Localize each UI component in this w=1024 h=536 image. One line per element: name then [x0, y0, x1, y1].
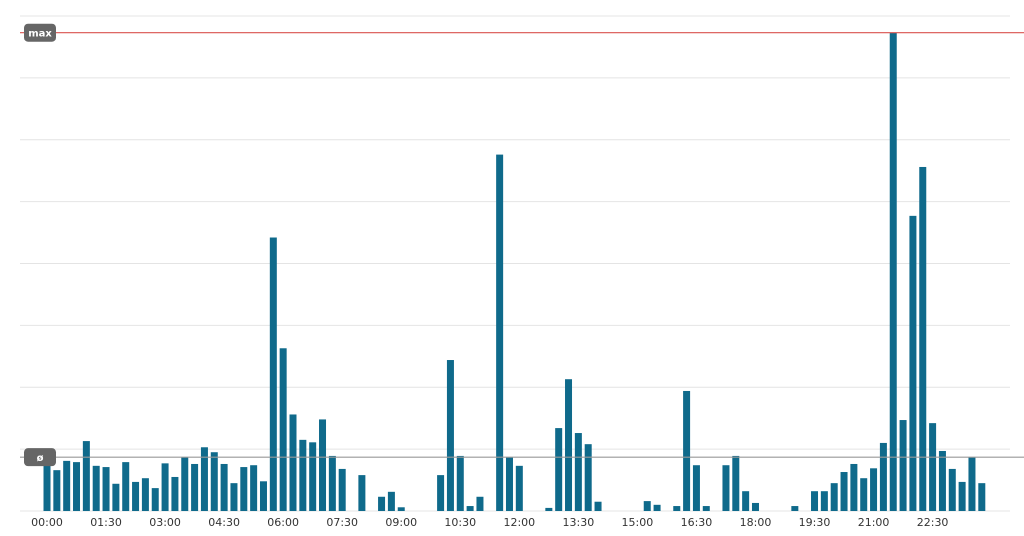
x-tick-label: 03:00 — [149, 516, 181, 529]
x-tick-label: 22:30 — [917, 516, 949, 529]
x-tick-label: 13:30 — [563, 516, 595, 529]
bar — [200, 447, 208, 511]
bar — [574, 433, 582, 511]
bar — [683, 390, 691, 511]
bar — [673, 506, 681, 511]
bar — [811, 491, 819, 511]
bar — [82, 441, 90, 511]
bar — [702, 506, 710, 511]
bar — [466, 506, 474, 511]
bar — [437, 475, 445, 511]
x-tick-label: 18:00 — [740, 516, 772, 529]
bar — [43, 462, 51, 511]
bar — [279, 348, 287, 511]
x-tick-label: 12:00 — [503, 516, 535, 529]
bar — [102, 467, 110, 511]
bar — [161, 463, 169, 511]
bar — [319, 419, 327, 511]
bar — [259, 481, 267, 511]
bar — [840, 472, 848, 511]
bar — [958, 481, 966, 511]
bar — [742, 491, 750, 511]
x-tick-label: 10:30 — [444, 516, 476, 529]
bar — [220, 463, 228, 511]
bar — [250, 465, 258, 511]
bar — [141, 478, 149, 511]
bar — [830, 483, 838, 511]
bar — [968, 457, 976, 511]
bar — [909, 215, 917, 511]
bar — [653, 504, 661, 511]
bar — [791, 506, 799, 511]
bar — [860, 478, 868, 511]
bar — [929, 423, 937, 511]
bar — [387, 491, 395, 511]
bar — [269, 237, 277, 511]
bar — [73, 462, 81, 511]
bar — [299, 439, 307, 511]
bar — [938, 450, 946, 511]
bar — [230, 483, 238, 511]
bar — [476, 496, 484, 511]
bar — [850, 463, 858, 511]
bar — [358, 475, 366, 511]
reference-label: max — [28, 29, 52, 40]
bar — [171, 476, 179, 511]
x-tick-label: 15:00 — [622, 516, 654, 529]
bar — [446, 360, 454, 511]
bar — [889, 32, 897, 512]
bar — [732, 455, 740, 511]
bar — [919, 166, 927, 511]
bar — [191, 463, 199, 511]
bar — [515, 465, 523, 511]
bar — [496, 154, 504, 511]
bar — [378, 496, 386, 511]
x-tick-label: 01:30 — [90, 516, 122, 529]
bar — [565, 379, 573, 511]
bar — [692, 465, 700, 511]
reference-label: ø — [37, 453, 44, 464]
x-tick-label: 16:30 — [681, 516, 713, 529]
bar — [122, 462, 130, 511]
bar — [820, 491, 828, 511]
bar — [751, 502, 759, 511]
bar — [151, 488, 159, 511]
x-tick-label: 06:00 — [267, 516, 299, 529]
x-tick-label: 19:30 — [799, 516, 831, 529]
x-tick-label: 04:30 — [208, 516, 240, 529]
bar — [397, 507, 405, 511]
bar — [328, 455, 336, 511]
x-tick-label: 07:30 — [326, 516, 358, 529]
bar — [112, 483, 120, 511]
bar — [63, 460, 71, 511]
bar — [594, 501, 602, 511]
bar — [899, 420, 907, 511]
bar — [722, 465, 730, 511]
bar — [92, 465, 100, 511]
bar — [948, 468, 956, 511]
bar — [555, 428, 563, 511]
bar — [456, 455, 464, 511]
bar — [879, 442, 887, 511]
bar — [53, 470, 61, 511]
bar — [309, 442, 317, 511]
bar — [978, 483, 986, 511]
bar — [289, 414, 297, 511]
reference-tag — [24, 448, 56, 467]
bar — [545, 507, 553, 511]
bar — [505, 457, 513, 511]
x-tick-label: 00:00 — [31, 516, 63, 529]
bar — [338, 468, 346, 511]
bar — [643, 501, 651, 511]
bar — [870, 468, 878, 511]
bar — [584, 444, 592, 511]
x-tick-label: 09:00 — [385, 516, 417, 529]
bar — [132, 481, 140, 511]
x-tick-label: 21:00 — [858, 516, 890, 529]
bar — [181, 457, 189, 511]
bar — [210, 452, 218, 511]
bar — [240, 467, 248, 511]
reference-tag — [24, 23, 56, 42]
